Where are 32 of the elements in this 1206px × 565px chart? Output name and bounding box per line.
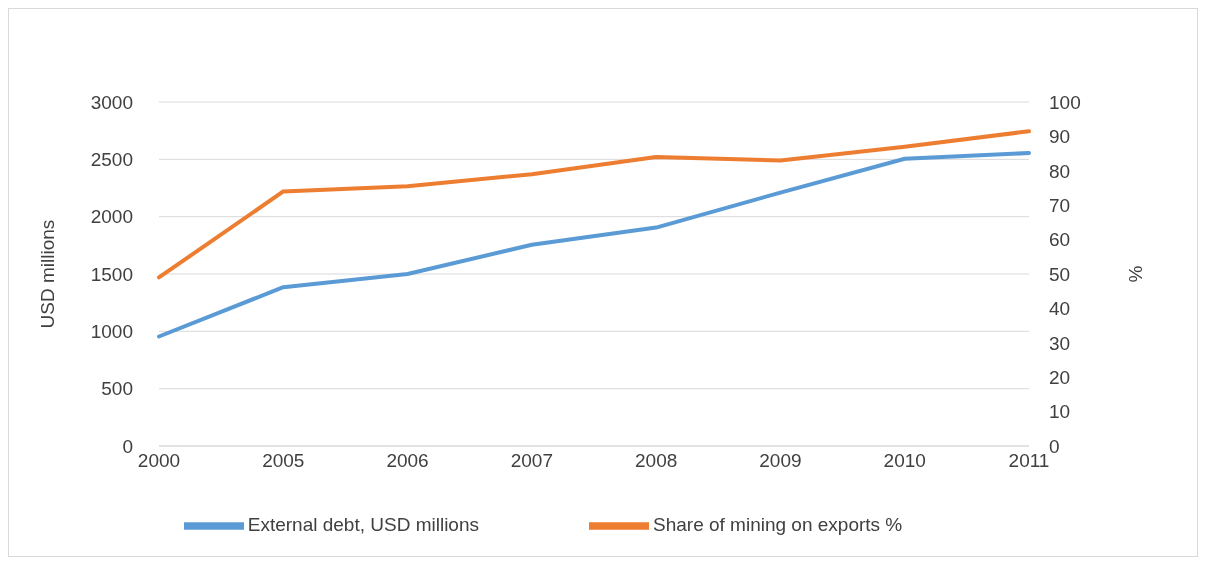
x-tick-label: 2011: [1008, 450, 1050, 472]
y2-tick-label: 0: [1049, 435, 1060, 457]
y2-tick-label: 10: [1049, 401, 1071, 423]
y-tick-label: 2000: [90, 206, 133, 228]
y2-tick-label: 30: [1049, 332, 1071, 354]
y-axis-title: USD millions: [36, 219, 58, 329]
x-tick-label: 2010: [883, 450, 926, 472]
y2-tick-label: 50: [1049, 263, 1071, 285]
x-tick-label: 2007: [510, 450, 553, 472]
y2-tick-label: 20: [1049, 366, 1071, 388]
y2-axis-title: %: [1124, 265, 1146, 283]
y2-tick-label: 60: [1049, 229, 1071, 251]
line-series: [157, 151, 1031, 339]
legend-label: External debt, USD millions: [247, 514, 479, 536]
x-tick-label: 2000: [137, 450, 181, 472]
y-tick-label: 3000: [90, 91, 133, 113]
x-tick-label: 2005: [262, 450, 305, 472]
legend-label: Share of mining on exports %: [653, 514, 903, 536]
line-series: [157, 129, 1031, 280]
y-tick-label: 1500: [90, 263, 133, 285]
y-tick-label: 500: [101, 378, 133, 400]
y2-tick-label: 40: [1049, 298, 1071, 320]
y-tick-label: 2500: [90, 149, 133, 171]
x-tick-label: 2009: [759, 450, 802, 472]
y2-tick-label: 100: [1049, 91, 1081, 113]
y2-tick-label: 80: [1049, 160, 1071, 182]
x-tick-label: 2006: [386, 450, 429, 472]
y-tick-label: 1000: [90, 321, 133, 343]
y2-tick-label: 70: [1049, 194, 1071, 216]
y-tick-label: 0: [122, 435, 133, 457]
x-tick-label: 2008: [635, 450, 678, 472]
y2-tick-label: 90: [1049, 126, 1071, 148]
